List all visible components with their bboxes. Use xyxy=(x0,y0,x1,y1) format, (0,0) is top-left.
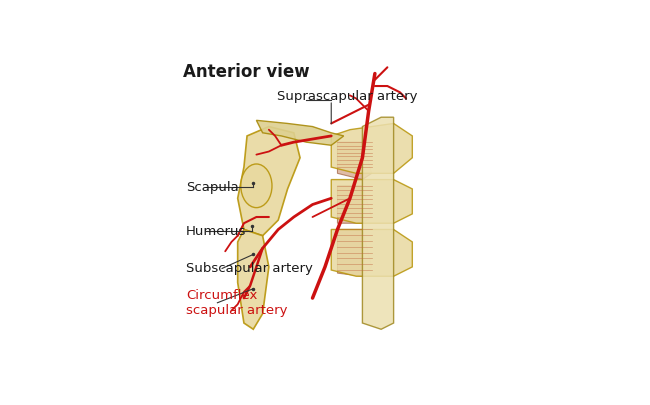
Text: Scapula: Scapula xyxy=(187,181,239,194)
Polygon shape xyxy=(337,142,372,179)
Polygon shape xyxy=(332,230,412,276)
Polygon shape xyxy=(238,230,269,329)
Text: Humerus: Humerus xyxy=(187,224,246,237)
Text: Subscapular artery: Subscapular artery xyxy=(187,262,313,275)
Polygon shape xyxy=(332,179,412,223)
Text: Suprascapular artery: Suprascapular artery xyxy=(277,90,417,103)
Polygon shape xyxy=(256,120,344,145)
Text: Anterior view: Anterior view xyxy=(183,63,310,81)
Text: Circumflex
scapular artery: Circumflex scapular artery xyxy=(187,289,288,317)
Polygon shape xyxy=(337,186,372,223)
Polygon shape xyxy=(337,230,372,276)
Polygon shape xyxy=(332,124,412,173)
Ellipse shape xyxy=(240,164,272,208)
Polygon shape xyxy=(238,126,300,236)
Polygon shape xyxy=(363,117,394,329)
